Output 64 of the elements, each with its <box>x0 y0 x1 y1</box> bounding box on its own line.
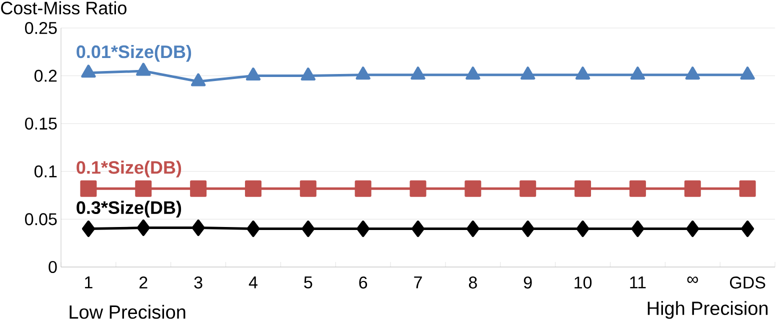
point <box>354 180 372 197</box>
point <box>630 66 646 80</box>
y-tick-label: 0.15 <box>25 118 57 130</box>
point <box>80 180 97 197</box>
point <box>684 180 701 197</box>
x-tick-label: 7 <box>414 276 422 288</box>
point <box>82 220 95 238</box>
point <box>741 220 754 238</box>
y-axis-title: Cost-Miss Ratio <box>1 1 126 14</box>
point <box>686 220 700 238</box>
point <box>246 68 261 81</box>
point <box>136 220 150 236</box>
series-label: 0.3*Size(DB) <box>76 200 182 218</box>
point <box>520 66 536 80</box>
point <box>410 66 426 80</box>
point <box>246 220 260 238</box>
point <box>191 73 206 86</box>
point <box>190 180 207 197</box>
point <box>740 66 755 80</box>
point <box>521 220 534 238</box>
x-tick-label: 6 <box>359 276 368 289</box>
point <box>464 180 482 197</box>
series-label: 0.1*Size(DB) <box>76 160 182 178</box>
series-label: 0.01*Size(DB) <box>76 44 192 62</box>
point <box>192 220 205 236</box>
point <box>302 220 315 238</box>
y-tick-label: 0.2 <box>34 70 57 82</box>
point <box>244 180 262 197</box>
point <box>631 220 644 238</box>
point <box>356 220 370 238</box>
x-tick-label: 5 <box>304 276 312 288</box>
point <box>574 180 592 197</box>
x-tick-label: 11 <box>630 276 646 288</box>
point <box>135 180 152 197</box>
point <box>575 66 590 80</box>
x-tick-label: GDS <box>730 276 766 289</box>
point <box>81 64 96 78</box>
point <box>739 180 756 197</box>
point <box>685 66 700 80</box>
point <box>466 66 480 80</box>
point <box>410 180 426 197</box>
x-tick-label: ∞ <box>687 276 698 284</box>
x-tick-label: 8 <box>468 276 477 289</box>
y-tick-label: 0.25 <box>25 22 57 34</box>
point <box>629 180 646 197</box>
point <box>576 220 590 238</box>
x-tick-label: 1 <box>85 276 92 288</box>
point <box>136 62 151 76</box>
x-tick-label: 2 <box>140 276 148 288</box>
x-tick-label: 9 <box>524 276 532 289</box>
text: Low Precision <box>70 304 186 319</box>
point <box>300 68 316 81</box>
text: High Precision <box>648 301 768 319</box>
point <box>466 220 480 238</box>
point <box>300 180 316 197</box>
y-tick-label: 0.05 <box>25 213 57 226</box>
x-tick-label: 4 <box>248 276 258 288</box>
point <box>520 180 536 197</box>
y-tick-label: 0 <box>48 260 57 274</box>
point <box>412 220 424 238</box>
y-tick-label: 0.1 <box>34 165 57 178</box>
point <box>356 66 370 80</box>
x-tick-label: 3 <box>194 276 202 289</box>
x-tick-label: 10 <box>574 276 592 289</box>
